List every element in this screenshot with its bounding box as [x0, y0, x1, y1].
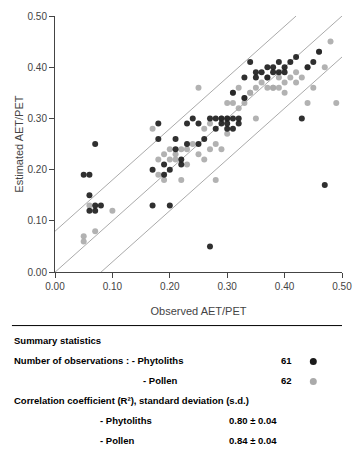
svg-text:0.20: 0.20 [28, 164, 48, 175]
svg-text:Observed AET/PET: Observed AET/PET [151, 305, 247, 317]
svg-text:0.10: 0.10 [28, 215, 48, 226]
svg-text:0.30: 0.30 [28, 113, 48, 124]
svg-text:0.00: 0.00 [45, 281, 65, 292]
svg-text:0.20: 0.20 [160, 281, 180, 292]
svg-text:62: 62 [281, 375, 292, 386]
svg-text:0.80 ± 0.04: 0.80 ± 0.04 [229, 415, 277, 426]
svg-text:0.40: 0.40 [28, 62, 48, 73]
svg-text:Number of observations : - Phy: Number of observations : - Phytoliths [14, 355, 183, 366]
svg-text:Correlation coefficient (R²),: Correlation coefficient (R²), standard d… [14, 395, 249, 406]
svg-text:- Pollen: - Pollen [143, 375, 178, 386]
svg-text:Summary statistics: Summary statistics [14, 335, 101, 346]
svg-text:61: 61 [281, 355, 292, 366]
svg-text:0.30: 0.30 [217, 281, 237, 292]
svg-text:- Pollen: - Pollen [100, 435, 135, 446]
svg-text:0.84 ± 0.04: 0.84 ± 0.04 [229, 435, 277, 446]
svg-text:0.40: 0.40 [275, 281, 295, 292]
svg-text:0.10: 0.10 [103, 281, 123, 292]
svg-text:0.50: 0.50 [28, 11, 48, 22]
svg-text:- Phytoliths: - Phytoliths [100, 415, 152, 426]
svg-text:Estimated AET/PET: Estimated AET/PET [13, 95, 25, 192]
svg-text:0.50: 0.50 [332, 281, 352, 292]
svg-text:0.00: 0.00 [28, 267, 48, 278]
